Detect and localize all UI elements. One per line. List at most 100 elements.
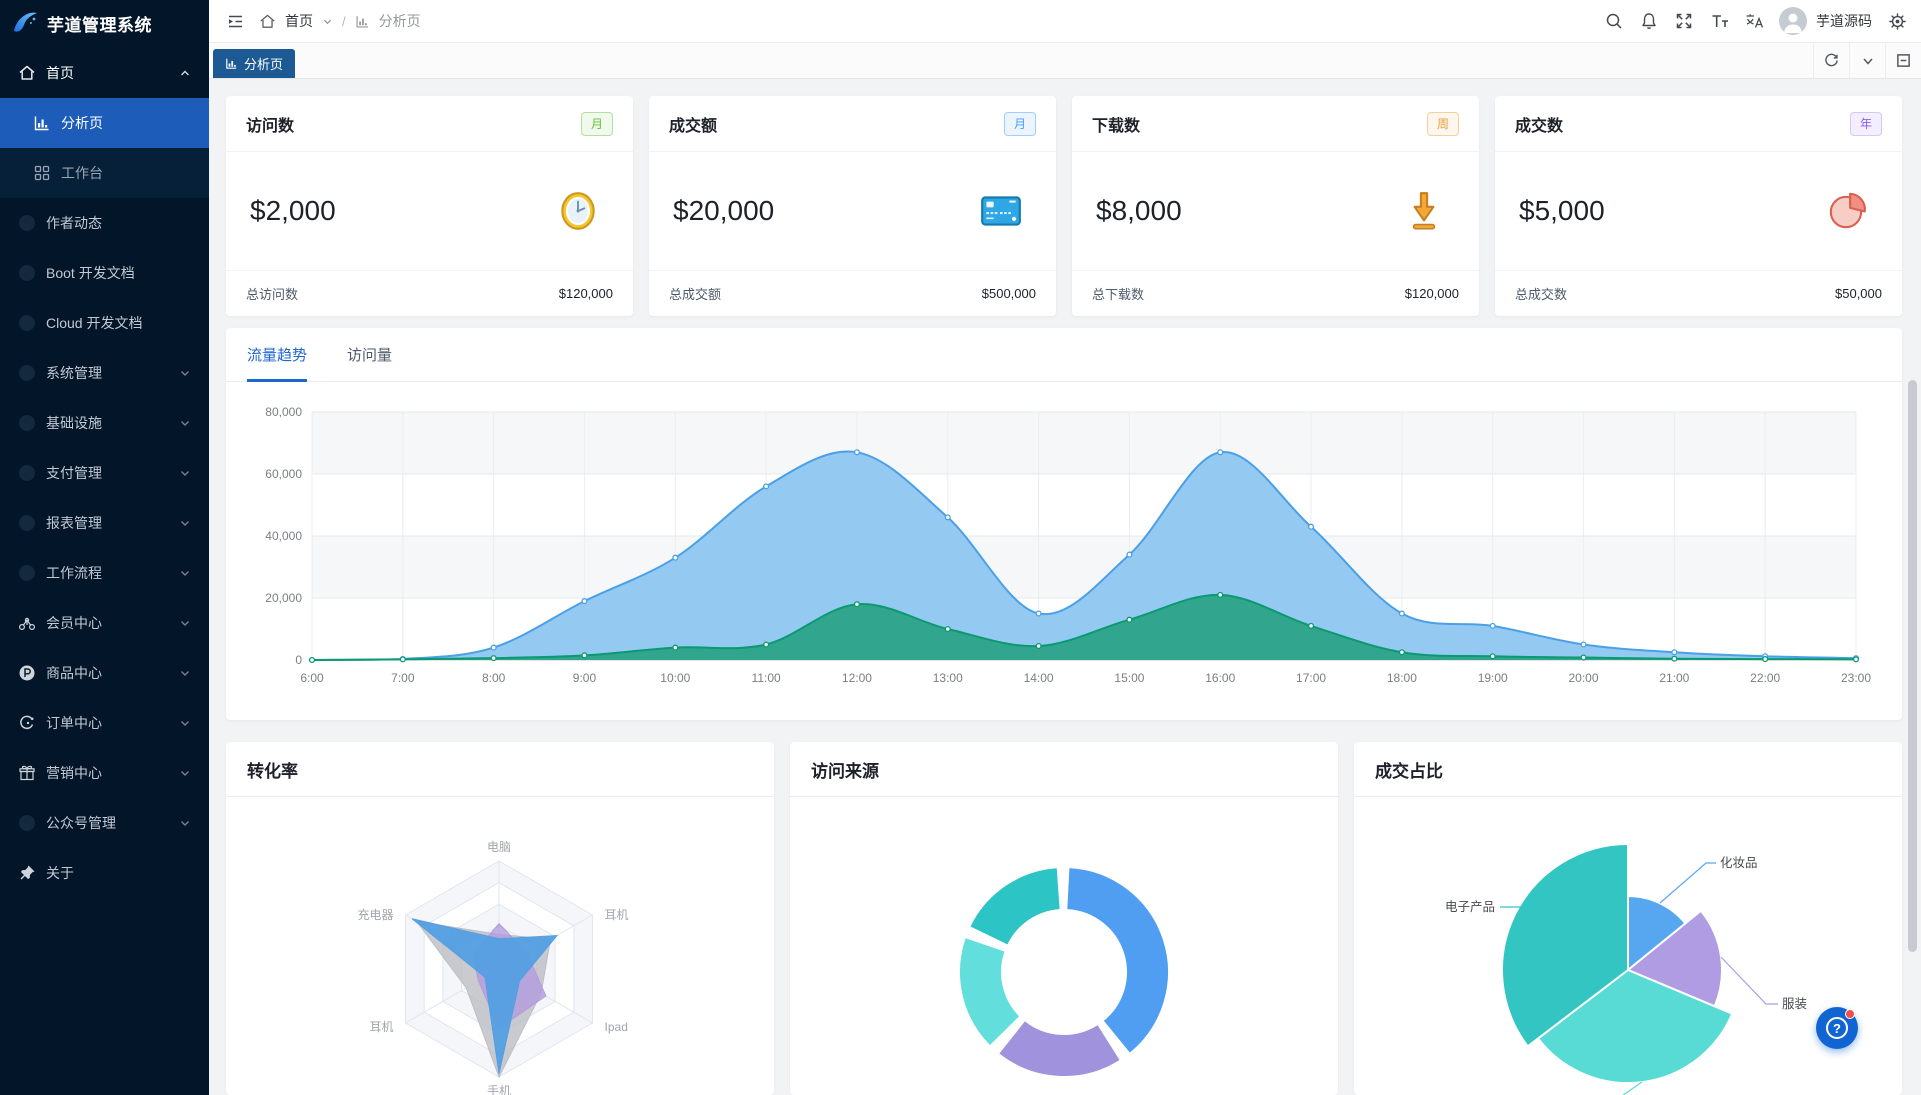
help-button[interactable]: ?	[1816, 1007, 1858, 1049]
maximize-icon[interactable]	[1885, 43, 1921, 78]
settings-gear-icon[interactable]	[1887, 11, 1907, 31]
download-icon	[1412, 192, 1436, 230]
period-badge: 年	[1849, 111, 1882, 136]
stat-card-deal-count: 成交数 年 $5,000 总成交数 $50,000	[1495, 96, 1902, 316]
sidebar-item-analysis[interactable]: 分析页	[0, 98, 209, 148]
bell-icon[interactable]	[1639, 11, 1659, 31]
sidebar-item-boot-docs[interactable]: Boot 开发文档	[0, 248, 209, 298]
refresh-icon[interactable]	[1813, 43, 1849, 78]
chevron-down-icon	[323, 19, 332, 24]
top-navbar: 首页 / 分析页 芋道源码	[209, 0, 1921, 43]
svg-text:0: 0	[295, 653, 302, 667]
chevron-down-icon	[181, 571, 189, 576]
breadcrumb: 首页 / 分析页	[259, 11, 421, 31]
sidebar-item-wechat-mgmt[interactable]: 公众号管理	[0, 798, 209, 848]
footer-label: 总成交额	[669, 287, 722, 302]
language-icon[interactable]	[1744, 11, 1764, 31]
chevron-down-icon	[181, 721, 189, 726]
svg-text:15:00: 15:00	[1114, 671, 1144, 685]
content-area: 访问数 月 $2,000 总访问数 $120,000 成交额 月	[209, 79, 1921, 1095]
card-value: $20,000	[673, 195, 775, 226]
sidebar-item-product-center[interactable]: 商品中心	[0, 648, 209, 698]
sidebar-item-reports[interactable]: 报表管理	[0, 498, 209, 548]
fullscreen-icon[interactable]	[1674, 11, 1694, 31]
card-title: 成交数	[1515, 117, 1564, 135]
breadcrumb-root[interactable]: 首页	[285, 13, 313, 29]
bank-card-icon	[981, 196, 1021, 226]
sidebar-item-order-center[interactable]: 订单中心	[0, 698, 209, 748]
sidebar-item-payment[interactable]: 支付管理	[0, 448, 209, 498]
visit-source-donut-chart	[960, 868, 1168, 1076]
svg-text:11:00: 11:00	[752, 671, 781, 685]
dot-icon	[19, 515, 35, 531]
sidebar-item-member-center[interactable]: 会员中心	[0, 598, 209, 648]
home-icon[interactable]	[259, 13, 276, 30]
navbar-actions: 芋道源码	[1604, 7, 1907, 35]
sidebar-item-workbench[interactable]: 工作台	[0, 148, 209, 198]
sidebar-item-cloud-docs[interactable]: Cloud 开发文档	[0, 298, 209, 348]
notification-dot	[1845, 1009, 1855, 1019]
card-title: 成交额	[669, 117, 718, 135]
visit-source-card: 访问来源	[790, 742, 1338, 1095]
card-title: 成交占比	[1375, 761, 1443, 781]
svg-text:手机: 手机	[487, 1084, 511, 1095]
sidebar-item-about[interactable]: 关于	[0, 848, 209, 898]
chevron-down-icon	[181, 521, 189, 526]
svg-text:耳机: 耳机	[369, 1020, 393, 1034]
page-tabbar: 分析页	[209, 43, 1921, 79]
svg-text:化妆品: 化妆品	[1720, 856, 1758, 870]
tab-visit-volume[interactable]: 访问量	[347, 347, 393, 364]
card-title: 访问来源	[811, 761, 879, 781]
collapse-sidebar-icon[interactable]	[225, 11, 245, 31]
footer-label: 总成交数	[1515, 287, 1568, 302]
breadcrumb-current: 分析页	[378, 13, 421, 29]
card-title: 下载数	[1092, 117, 1141, 135]
footer-value: $500,000	[981, 286, 1036, 301]
app-logo[interactable]: 芋道管理系统	[0, 0, 209, 46]
svg-text:22:00: 22:00	[1750, 671, 1780, 685]
footer-value: $120,000	[1404, 286, 1459, 301]
search-icon[interactable]	[1604, 11, 1624, 31]
bottom-cards-row: 转化率 电脑 耳机 Ipad 手机 耳机 充电器 访问来源 成交占比 化妆品 服装 电子产品	[226, 742, 1902, 1095]
member-icon	[18, 617, 36, 631]
tab-analysis-page[interactable]: 分析页	[213, 49, 296, 78]
tab-label: 分析页	[244, 57, 284, 72]
sidebar-item-marketing-center[interactable]: 营销中心	[0, 748, 209, 798]
chevron-down-icon	[181, 621, 189, 626]
sidebar-item-author-news[interactable]: 作者动态	[0, 198, 209, 248]
sidebar-item-system[interactable]: 系统管理	[0, 348, 209, 398]
period-badge: 周	[1426, 111, 1459, 136]
svg-text:60,000: 60,000	[265, 467, 302, 481]
chevron-down-icon	[181, 371, 189, 376]
footer-label: 总访问数	[246, 287, 299, 302]
question-icon: ?	[1826, 1017, 1848, 1039]
sidebar-item-workflow[interactable]: 工作流程	[0, 548, 209, 598]
user-name[interactable]: 芋道源码	[1816, 13, 1872, 29]
scrollbar-thumb[interactable]	[1908, 380, 1917, 952]
avatar[interactable]	[1779, 7, 1807, 35]
chevron-down-icon[interactable]	[1849, 43, 1885, 78]
order-icon	[20, 715, 34, 730]
svg-text:23:00: 23:00	[1841, 671, 1871, 685]
stat-card-downloads: 下载数 周 $8,000 总下载数 $120,000	[1072, 96, 1479, 316]
conversion-rate-card: 转化率 电脑 耳机 Ipad 手机 耳机 充电器	[226, 742, 774, 1095]
tab-traffic-trend[interactable]: 流量趋势	[247, 328, 308, 382]
app-title: 芋道管理系统	[47, 15, 152, 35]
svg-text:18:00: 18:00	[1387, 671, 1417, 685]
font-size-icon[interactable]	[1709, 11, 1729, 31]
svg-text:Ipad: Ipad	[605, 1020, 628, 1034]
svg-text:电子产品: 电子产品	[1445, 900, 1495, 914]
sidebar-item-home[interactable]: 首页	[0, 48, 209, 98]
svg-text:服装: 服装	[1782, 997, 1807, 1011]
dot-icon	[19, 465, 35, 481]
svg-text:20,000: 20,000	[265, 591, 302, 605]
sidebar-item-infrastructure[interactable]: 基础设施	[0, 398, 209, 448]
deal-share-card: 成交占比 化妆品服装 电子产品	[1354, 742, 1902, 1095]
sidebar: 芋道管理系统 首页 分析页 工作台 作者动态 Boot 开发文档	[0, 0, 209, 1095]
card-title: 转化率	[247, 761, 298, 781]
chevron-down-icon	[181, 821, 189, 826]
trend-tabs: 流量趋势 访问量	[226, 328, 1902, 382]
